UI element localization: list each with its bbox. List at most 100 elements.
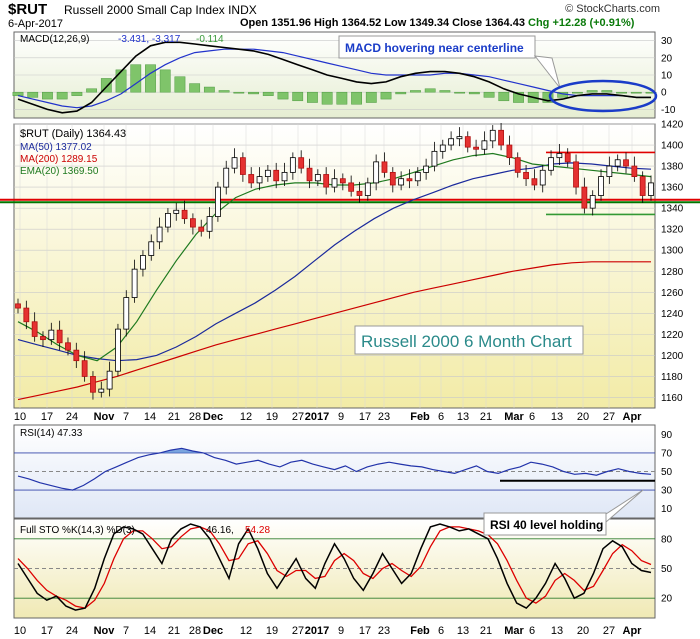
macd-histogram-bar — [380, 91, 392, 100]
y-tick-label-price: 1160 — [661, 393, 683, 404]
x-tick-label-bottom: 21 — [168, 625, 180, 637]
x-tick-label-bottom: Nov — [94, 625, 116, 637]
x-tick-label-bottom: 19 — [266, 625, 278, 637]
candle-body — [631, 165, 638, 177]
macd-histogram-bar — [189, 83, 201, 93]
macd-histogram-bar — [365, 91, 377, 103]
x-tick-label-bottom: 24 — [66, 625, 78, 637]
price-legend-1: MA(200) 1289.15 — [20, 154, 98, 165]
macd-histogram-bar — [439, 90, 451, 93]
macd-histogram-bar — [12, 91, 24, 96]
x-tick-label: 6 — [438, 411, 444, 423]
candle-body — [48, 329, 55, 341]
x-tick-label: 14 — [144, 411, 156, 423]
x-tick-label-bottom: 13 — [457, 625, 469, 637]
candle-body — [614, 159, 621, 167]
stoch-d-line — [17, 526, 652, 609]
x-tick-label-bottom: 7 — [123, 625, 129, 637]
candle-body — [489, 129, 496, 142]
candle-body — [356, 190, 363, 196]
candle-body — [431, 150, 438, 167]
candle-body — [514, 157, 521, 173]
candle-body — [314, 174, 321, 182]
macd-annotation-pointer — [533, 55, 561, 89]
ohlc-values: Open 1351.96 High 1364.52 Low 1349.34 Cl… — [240, 17, 525, 29]
macd-histogram-bar — [71, 91, 83, 96]
x-tick-label-bottom: 17 — [359, 625, 371, 637]
candle-body — [398, 178, 405, 186]
macd-histogram-bar — [233, 91, 245, 94]
price-annotation-box — [354, 325, 584, 355]
stoch-legend-d: 54.28 — [245, 525, 270, 536]
price-annotation-text: Russell 2000 6 Month Chart — [361, 332, 572, 351]
macd-histogram-bar — [262, 91, 274, 96]
candle-body — [606, 165, 613, 177]
candle-body — [548, 157, 554, 171]
x-tick-label: 12 — [240, 411, 252, 423]
candle-body — [589, 195, 596, 209]
y-tick-label-price: 1300 — [661, 246, 684, 257]
ohlc-readout: Open 1351.96 High 1364.52 Low 1349.34 Cl… — [240, 17, 634, 29]
candle-body — [306, 167, 313, 182]
x-tick-label-bottom: 2017 — [305, 625, 329, 637]
macd-highlight-ellipse — [548, 79, 658, 113]
x-tick-label-bottom: 12 — [240, 625, 252, 637]
x-tick-label: 13 — [457, 411, 469, 423]
y-tick-label-macd: 20 — [661, 53, 673, 64]
x-tick-label-bottom: 17 — [41, 625, 53, 637]
macd-legend-values: -3.431, -3.317 — [118, 34, 181, 45]
date-label: 6-Apr-2017 — [8, 18, 64, 30]
candle-body — [481, 140, 488, 150]
macd-histogram-bar — [130, 64, 142, 93]
macd-histogram-bar — [321, 91, 333, 105]
candle-body — [364, 182, 371, 196]
panel-rsi — [13, 424, 656, 519]
candle-body — [214, 186, 221, 217]
macd-histogram-bar — [248, 91, 259, 95]
rsi-annotation-box — [483, 512, 607, 536]
macd-histogram-bar — [115, 69, 127, 93]
source-label: © StockCharts.com — [565, 3, 660, 15]
y-tick-label-price: 1220 — [661, 330, 684, 341]
change-value: Chg +12.28 (+0.91%) — [528, 17, 635, 29]
macd-histogram-bar — [351, 91, 362, 105]
y-tick-label-stoch: 50 — [661, 564, 673, 575]
candle-body — [23, 307, 30, 323]
candle-body — [473, 146, 479, 150]
macd-histogram-bar — [601, 90, 613, 93]
candle-body — [581, 186, 588, 209]
macd-histogram-bar — [307, 91, 318, 103]
candle-body — [573, 161, 579, 188]
candle-body — [348, 182, 355, 192]
candle-body — [414, 171, 421, 182]
x-tick-label: Feb — [410, 411, 430, 423]
macd-histogram-bar — [218, 90, 230, 93]
x-tick-label: 6 — [529, 411, 535, 423]
x-tick-label-bottom: 6 — [438, 625, 444, 637]
candle-body — [389, 171, 396, 186]
y-tick-label-price: 1400 — [661, 141, 684, 152]
candle-body — [115, 328, 121, 372]
macd-histogram-bar — [498, 91, 510, 102]
y-tick-label-price: 1180 — [661, 372, 683, 383]
rsi-title: RSI(14) 47.33 — [20, 428, 83, 439]
candle-body — [256, 176, 263, 184]
candle-body — [564, 153, 571, 163]
candle-body — [298, 157, 305, 169]
macd-histogram-bar — [56, 91, 68, 100]
x-tick-label: 24 — [66, 411, 78, 423]
candle-body — [498, 129, 504, 146]
x-tick-label-bottom: 23 — [378, 625, 390, 637]
candle-body — [31, 321, 38, 337]
candle-body — [281, 171, 288, 182]
macd-histogram-bar — [174, 76, 186, 93]
candle-body — [623, 159, 629, 167]
candle-body — [289, 157, 296, 173]
macd-histogram-bar — [159, 69, 171, 93]
x-tick-label-bottom: 27 — [292, 625, 304, 637]
macd-histogram-bar — [86, 88, 98, 93]
y-tick-label-macd: -10 — [661, 105, 676, 116]
candle-body — [448, 138, 455, 146]
y-tick-label-rsi: 90 — [661, 430, 673, 441]
